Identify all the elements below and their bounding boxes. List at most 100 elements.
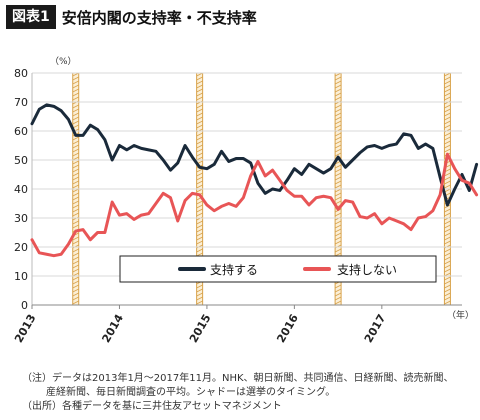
- x-year-label: 2017: [362, 312, 389, 345]
- election-shadow-hatch: [196, 144, 203, 149]
- data-point-nonsupport: [388, 217, 391, 219]
- data-point-nonsupport: [461, 179, 463, 182]
- data-point-nonsupport: [176, 220, 179, 222]
- data-point-support: [133, 144, 135, 147]
- data-point-nonsupport: [439, 193, 442, 196]
- election-shadow-hatch: [72, 104, 79, 109]
- election-shadow-hatch: [334, 172, 342, 177]
- election-shadow-hatch: [334, 92, 342, 97]
- x-year-label: 2015: [187, 312, 214, 345]
- election-shadow-hatch: [196, 104, 203, 109]
- election-shadow-hatch: [196, 132, 203, 137]
- legend-label-support: 支持する: [210, 262, 258, 277]
- election-shadow-hatch: [196, 172, 203, 177]
- data-point-support: [308, 163, 310, 166]
- data-point-support: [264, 192, 267, 195]
- data-point-support: [169, 169, 172, 172]
- data-point-nonsupport: [475, 193, 478, 196]
- election-shadow-hatch: [196, 80, 203, 85]
- data-point-nonsupport: [89, 238, 92, 241]
- data-point-nonsupport: [286, 189, 288, 192]
- data-point-nonsupport: [322, 195, 325, 198]
- chart-title: 安倍内閣の支持率・不支持率: [61, 8, 257, 27]
- election-shadow-hatch: [334, 136, 342, 141]
- election-shadow-hatch: [196, 152, 203, 157]
- data-point-support: [402, 133, 405, 135]
- data-point-nonsupport: [184, 199, 186, 202]
- election-shadow-hatch: [444, 124, 451, 129]
- data-point-support: [366, 146, 369, 148]
- data-point-nonsupport: [140, 214, 143, 217]
- data-point-support: [300, 173, 303, 176]
- election-shadow-hatch: [334, 300, 342, 305]
- data-point-support: [286, 179, 288, 182]
- election-shadow-hatch: [334, 112, 342, 117]
- data-point-support: [213, 163, 216, 166]
- election-shadow-hatch: [444, 180, 451, 185]
- election-shadow-hatch: [444, 204, 451, 209]
- data-point-support: [235, 157, 237, 160]
- data-point-support: [89, 124, 92, 127]
- data-point-support: [359, 151, 361, 154]
- election-shadow-hatch: [334, 240, 342, 245]
- election-shadow-hatch: [444, 132, 451, 137]
- election-shadow-hatch: [334, 236, 342, 241]
- series-line-support: [30, 103, 479, 207]
- data-point-nonsupport: [351, 201, 354, 203]
- data-point-support: [424, 143, 427, 145]
- election-shadow-hatch: [334, 84, 342, 89]
- x-axis-year-labels: 2013 2014 2015 2016 2017: [12, 305, 388, 345]
- data-point-nonsupport: [38, 251, 41, 254]
- data-point-nonsupport: [220, 205, 223, 208]
- election-shadow-hatch: [444, 92, 451, 97]
- election-shadow-hatch: [334, 124, 342, 129]
- election-shadow-hatch: [444, 264, 451, 269]
- data-point-support: [322, 172, 325, 174]
- election-shadow-hatch: [444, 260, 451, 265]
- election-shadow-hatch: [334, 292, 342, 297]
- data-point-support: [453, 188, 456, 190]
- data-point-support: [446, 204, 449, 206]
- election-shadow-hatch: [72, 256, 79, 261]
- data-point-support: [475, 163, 478, 166]
- election-shadow-hatch: [196, 76, 203, 81]
- election-shadow-hatch: [72, 168, 79, 173]
- data-point-support: [162, 159, 165, 161]
- data-point-nonsupport: [264, 175, 267, 177]
- election-shadow-hatch: [334, 76, 342, 81]
- data-point-nonsupport: [417, 217, 420, 219]
- y-tick-label: 10: [14, 270, 28, 283]
- election-shadow-hatch: [72, 192, 79, 197]
- election-shadow-hatch: [444, 184, 451, 189]
- election-shadow-hatch: [334, 144, 342, 149]
- data-point-support: [220, 150, 223, 153]
- election-shadow-hatch: [444, 276, 451, 281]
- election-shadow-hatch: [334, 224, 342, 229]
- election-shadow-hatch: [196, 232, 203, 237]
- data-point-nonsupport: [206, 204, 208, 206]
- data-point-support: [431, 147, 434, 150]
- election-shadow-hatch: [334, 152, 342, 157]
- election-shadow-hatch: [72, 288, 79, 293]
- election-shadow-hatch: [444, 208, 451, 213]
- election-shadow-hatch: [334, 288, 342, 293]
- election-shadow-hatch: [72, 84, 79, 89]
- data-point-nonsupport: [82, 228, 84, 231]
- x-year-label: 2014: [99, 312, 126, 345]
- election-shadow-hatch: [72, 108, 79, 113]
- data-point-nonsupport: [52, 254, 55, 257]
- data-point-support: [344, 166, 347, 169]
- election-shadow-hatch: [72, 292, 79, 297]
- election-shadow-hatch: [72, 92, 79, 97]
- election-shadow-hatch: [444, 84, 451, 89]
- election-shadow-hatch: [72, 180, 79, 185]
- election-shadow-hatch: [444, 252, 451, 257]
- data-point-support: [337, 156, 340, 159]
- election-shadow-hatch: [196, 284, 203, 289]
- data-point-nonsupport: [242, 196, 245, 199]
- x-year-label: 2016: [274, 312, 301, 345]
- data-point-support: [154, 150, 157, 153]
- data-point-nonsupport: [329, 196, 332, 199]
- data-point-support: [373, 144, 376, 147]
- election-shadow-hatch: [72, 224, 79, 229]
